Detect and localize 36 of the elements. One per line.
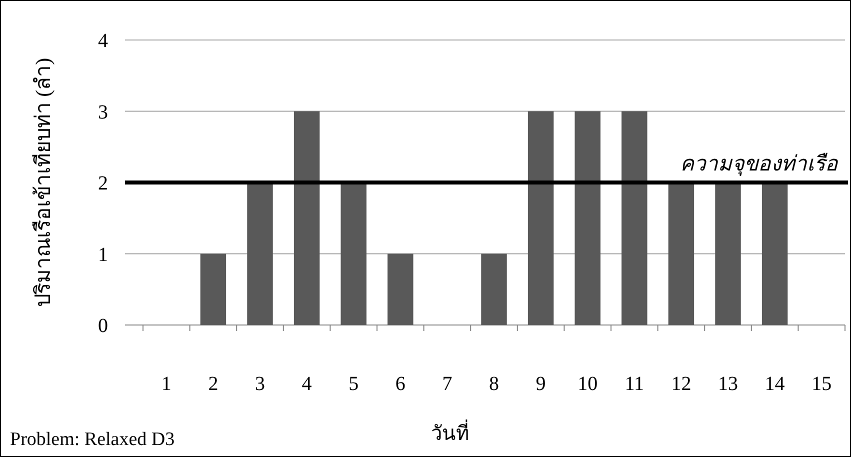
bar (574, 111, 600, 325)
bar (247, 182, 273, 325)
x-tick-label: 14 (764, 373, 785, 395)
x-tick-label: 1 (161, 373, 172, 395)
bar (481, 254, 507, 325)
x-tick-label: 9 (536, 373, 546, 395)
x-tick-label: 7 (442, 373, 452, 395)
text: Problem: Relaxed D3 (10, 429, 175, 450)
x-tick-label: 11 (624, 373, 644, 395)
x-tick-label: 5 (348, 373, 359, 395)
x-tick-label: 2 (208, 373, 218, 395)
bar (528, 111, 554, 325)
x-tick-label: 4 (302, 373, 312, 395)
bar (200, 254, 226, 325)
bar (715, 182, 741, 325)
y-tick-label: 2 (98, 172, 108, 194)
x-tick-label: 13 (718, 373, 738, 395)
y-tick-label: 3 (98, 101, 108, 124)
bar (294, 111, 320, 325)
x-tick-label: 15 (812, 373, 832, 395)
bar (762, 182, 788, 325)
bar (668, 182, 694, 325)
y-tick-label: 1 (98, 244, 108, 266)
y-axis-title: ปริมาณเรือเข้าเทียบท่า (ลำ) (31, 58, 55, 308)
bar (388, 254, 414, 325)
x-axis-title: วันที่ (431, 419, 469, 445)
bar (340, 182, 366, 325)
ref-line-label: ความจุของท่าเรือ (680, 152, 839, 176)
x-tick-label: 3 (255, 373, 265, 395)
x-tick-label: 8 (489, 373, 499, 395)
x-tick-label: 6 (395, 373, 406, 395)
bar (622, 111, 648, 325)
x-tick-label: 12 (671, 373, 692, 395)
y-tick-label: 0 (98, 315, 108, 337)
x-tick-label: 10 (578, 373, 598, 395)
y-tick-label: 4 (98, 30, 108, 52)
